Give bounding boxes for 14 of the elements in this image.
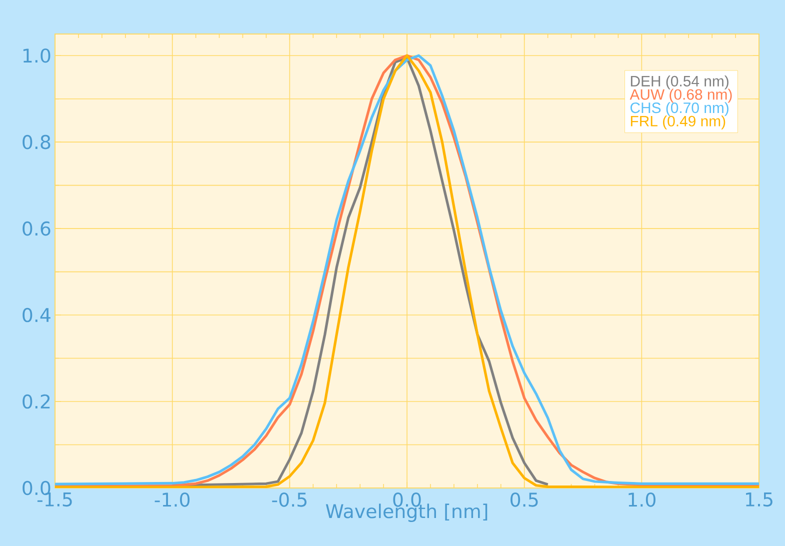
text: CHS (0.70 nm)	[630, 102, 728, 116]
text: FRL (0.49 nm)	[630, 115, 726, 130]
x-tick-label: -1.0	[154, 492, 190, 507]
text: DEH (0.54 nm)	[630, 75, 728, 90]
x-tick-label: 0.5	[510, 492, 538, 507]
y-tick-label: 0.8	[22, 134, 50, 150]
y-tick-label: 0.2	[22, 394, 50, 409]
x-tick-label: -0.5	[272, 492, 306, 507]
y-tick-label: 1.0	[23, 48, 50, 63]
x-tick-label: 1.0	[628, 492, 656, 507]
x-tick-label: 1.5	[746, 492, 772, 507]
y-tick-label: 0.6	[22, 221, 50, 236]
text: AUW (0.68 nm)	[630, 88, 732, 103]
y-tick-label: 0.4	[22, 308, 50, 322]
